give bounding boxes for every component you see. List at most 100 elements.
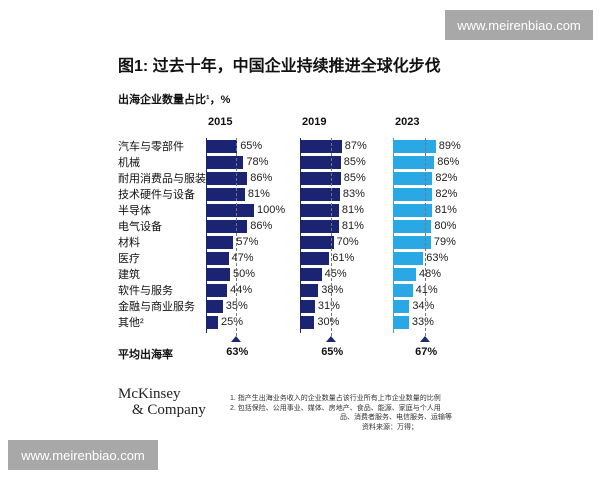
category-label: 半导体 bbox=[118, 205, 151, 217]
average-marker-icon bbox=[326, 336, 337, 342]
bar-2015 bbox=[206, 300, 223, 313]
average-line bbox=[236, 138, 238, 336]
value-label: 33% bbox=[411, 316, 434, 328]
bar-2015 bbox=[206, 204, 254, 217]
bar-2019 bbox=[300, 252, 330, 265]
value-label: 80% bbox=[434, 220, 457, 232]
value-label: 44% bbox=[230, 284, 253, 296]
chart-subtitle: 出海企业数量占比¹，% bbox=[118, 94, 231, 106]
bar-2015 bbox=[206, 188, 245, 201]
category-label: 机械 bbox=[118, 157, 140, 169]
value-label: 70% bbox=[336, 236, 359, 248]
value-label: 81% bbox=[247, 188, 270, 200]
value-label: 25% bbox=[221, 316, 244, 328]
value-label: 82% bbox=[435, 172, 458, 184]
value-label: 85% bbox=[343, 156, 366, 168]
category-label: 电气设备 bbox=[118, 221, 162, 233]
value-label: 81% bbox=[434, 204, 457, 216]
bar-2019 bbox=[300, 284, 319, 297]
average-value: 65% bbox=[321, 346, 344, 358]
bar-2015 bbox=[206, 268, 230, 281]
bar-2015 bbox=[206, 252, 229, 265]
average-value: 63% bbox=[226, 346, 249, 358]
average-marker-icon bbox=[231, 336, 242, 342]
category-label: 软件与服务 bbox=[118, 285, 173, 297]
bar-2023 bbox=[393, 172, 433, 185]
axis-line bbox=[206, 138, 207, 333]
value-label: 86% bbox=[437, 156, 460, 168]
bar-2023 bbox=[393, 220, 432, 233]
value-label: 78% bbox=[246, 156, 269, 168]
bar-2023 bbox=[393, 268, 417, 281]
value-label: 65% bbox=[240, 140, 263, 152]
bar-2019 bbox=[300, 204, 339, 217]
value-label: 57% bbox=[236, 236, 259, 248]
category-label: 技术硬件与设备 bbox=[118, 189, 195, 201]
bar-2015 bbox=[206, 284, 228, 297]
bar-2019 bbox=[300, 140, 342, 153]
bar-2019 bbox=[300, 300, 315, 313]
bar-2015 bbox=[206, 316, 218, 329]
bar-2015 bbox=[206, 140, 238, 153]
bar-2023 bbox=[393, 252, 424, 265]
category-label: 建筑 bbox=[118, 269, 140, 281]
value-label: 48% bbox=[419, 268, 442, 280]
bar-2019 bbox=[300, 156, 341, 169]
value-label: 79% bbox=[433, 236, 456, 248]
bar-2023 bbox=[393, 316, 409, 329]
year-header: 2023 bbox=[395, 116, 420, 128]
value-label: 41% bbox=[415, 284, 438, 296]
value-label: 38% bbox=[321, 284, 344, 296]
average-value: 67% bbox=[415, 346, 438, 358]
bar-2019 bbox=[300, 172, 341, 185]
value-label: 81% bbox=[341, 204, 364, 216]
source: 资料来源：万得； bbox=[362, 424, 418, 431]
mckinsey-logo: McKinsey & Company bbox=[118, 386, 206, 418]
value-label: 31% bbox=[317, 300, 340, 312]
bar-2023 bbox=[393, 204, 432, 217]
value-label: 50% bbox=[233, 268, 256, 280]
bar-2015 bbox=[206, 172, 248, 185]
value-label: 81% bbox=[341, 220, 364, 232]
watermark-bottom[interactable]: www.meirenbiao.com bbox=[8, 440, 158, 470]
value-label: 63% bbox=[426, 252, 449, 264]
footnote-1: 1. 指产生出海业务收入的企业数量占该行业所有上市企业数量的比例 bbox=[230, 395, 441, 402]
chart-title: 图1: 过去十年，中国企业持续推进全球化步伐 bbox=[118, 58, 441, 75]
average-line bbox=[331, 138, 333, 336]
avg-label: 平均出海率 bbox=[118, 349, 173, 361]
bar-2015 bbox=[206, 220, 248, 233]
bar-2023 bbox=[393, 188, 433, 201]
category-label: 医疗 bbox=[118, 253, 140, 265]
average-line bbox=[425, 138, 427, 336]
bar-2015 bbox=[206, 156, 244, 169]
watermark-top[interactable]: www.meirenbiao.com bbox=[445, 10, 593, 40]
bar-2023 bbox=[393, 156, 435, 169]
category-label: 金融与商业服务 bbox=[118, 301, 195, 313]
value-label: 87% bbox=[344, 140, 367, 152]
value-label: 86% bbox=[250, 220, 273, 232]
bar-2015 bbox=[206, 236, 234, 249]
logo-line2: & Company bbox=[132, 402, 206, 418]
bar-2019 bbox=[300, 188, 340, 201]
value-label: 83% bbox=[342, 188, 365, 200]
category-label: 汽车与零部件 bbox=[118, 141, 184, 153]
axis-line bbox=[300, 138, 301, 333]
value-label: 45% bbox=[324, 268, 347, 280]
value-label: 34% bbox=[412, 300, 435, 312]
category-label: 材料 bbox=[118, 237, 140, 249]
bar-2023 bbox=[393, 140, 436, 153]
value-label: 100% bbox=[257, 204, 286, 216]
bar-2023 bbox=[393, 236, 431, 249]
footnote-2a: 2. 包括保险、公用事业、媒体、房地产、食品、能源、家庭与个人用 bbox=[230, 405, 441, 412]
value-label: 89% bbox=[438, 140, 461, 152]
category-label: 耐用消费品与服装 bbox=[118, 173, 206, 185]
value-label: 30% bbox=[317, 316, 340, 328]
bar-2019 bbox=[300, 220, 339, 233]
year-header: 2015 bbox=[208, 116, 233, 128]
logo-line1: McKinsey bbox=[118, 386, 181, 402]
footnote-2b: 品、消费者服务、电信服务、运输等 bbox=[340, 414, 452, 421]
bar-2019 bbox=[300, 236, 334, 249]
category-label: 其他² bbox=[118, 317, 144, 329]
axis-line bbox=[393, 138, 394, 333]
